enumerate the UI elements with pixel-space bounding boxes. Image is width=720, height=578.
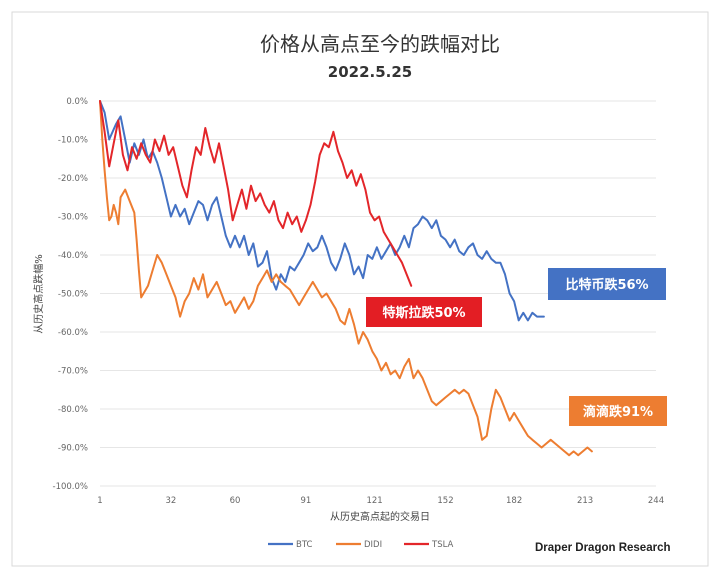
y-tick-label: -10.0% — [58, 136, 88, 146]
x-tick-label: 244 — [648, 496, 664, 506]
series-line-btc — [99, 100, 545, 322]
credit-text: Draper Dragon Research — [535, 542, 671, 554]
y-tick-label: -50.0% — [58, 290, 88, 300]
y-tick-label: -20.0% — [58, 174, 88, 184]
x-tick-label: 121 — [366, 496, 382, 506]
callout-btc-text: 比特币跌56% — [565, 277, 648, 293]
y-tick-label: -30.0% — [58, 213, 88, 223]
callout-btc-box — [548, 268, 666, 300]
y-tick-label: -60.0% — [58, 328, 88, 338]
y-tick-label: -80.0% — [58, 405, 88, 415]
y-axis-title: 从历史高点跌幅% — [32, 254, 45, 334]
y-tick-label: -90.0% — [58, 444, 88, 454]
x-tick-label: 182 — [506, 496, 522, 506]
legend-label-didi: DIDI — [364, 540, 382, 550]
y-tick-label: -40.0% — [58, 251, 88, 261]
callout-tsla-box — [366, 297, 482, 327]
x-tick-label: 32 — [166, 496, 177, 506]
legend: BTC DIDI TSLA — [268, 540, 454, 550]
x-axis-title: 从历史高点起的交易日 — [330, 510, 430, 523]
legend-label-btc: BTC — [296, 540, 313, 550]
x-axis-ticks: 1 32 60 91 121 152 182 213 244 — [97, 496, 664, 506]
y-tick-label: 0.0% — [66, 97, 88, 107]
chart-subtitle: 2022.5.25 — [328, 63, 412, 81]
y-tick-label: -100.0% — [53, 482, 88, 492]
callout-didi-box — [569, 396, 667, 426]
x-tick-label: 91 — [301, 496, 312, 506]
x-tick-label: 60 — [230, 496, 241, 506]
series-lines — [99, 100, 593, 457]
x-tick-label: 1 — [97, 496, 102, 506]
callout-btc: 比特币跌56% — [548, 268, 666, 300]
callout-didi-text: 滴滴跌91% — [583, 404, 653, 420]
x-tick-label: 152 — [437, 496, 453, 506]
callout-didi: 滴滴跌91% — [569, 396, 667, 426]
y-tick-label: -70.0% — [58, 367, 88, 377]
x-tick-label: 213 — [577, 496, 593, 506]
callout-tsla: 特斯拉跌50% — [366, 297, 482, 327]
chart-title: 价格从高点至今的跌幅对比 — [260, 32, 500, 56]
callout-tsla-text: 特斯拉跌50% — [382, 305, 465, 321]
y-axis-ticks: 0.0% -10.0% -20.0% -30.0% -40.0% -50.0% -60.0%… — [53, 97, 88, 492]
legend-label-tsla: TSLA — [431, 540, 454, 550]
series-line-tsla — [99, 100, 413, 287]
series-line-didi — [99, 100, 593, 457]
